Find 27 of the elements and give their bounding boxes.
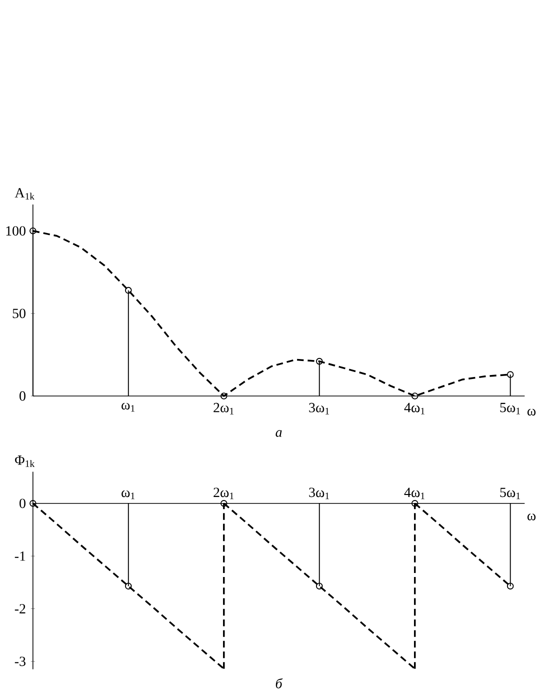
x-tick-label: 4ω$_{1}$ <box>404 402 425 414</box>
x-tick-label: 2ω$_{1}$ <box>214 488 234 500</box>
text: а <box>276 430 282 437</box>
y-axis-title: Φ$_{1k}$ <box>15 456 35 467</box>
x-tick-label: 3ω$_{1}$ <box>309 402 330 414</box>
x-tick-label: 2ω$_{1}$ <box>214 402 234 414</box>
x-tick-label: ω$_{1}$ <box>122 402 135 412</box>
point <box>125 286 132 294</box>
x-tick-label: 5ω$_{1}$ <box>500 402 520 414</box>
x-axis-title: ω <box>528 408 536 416</box>
y-tick-label: 0 <box>20 498 26 508</box>
point <box>220 392 228 400</box>
y-axis-title: A$_{1k}$ <box>14 188 35 200</box>
x-tick-label: 3ω$_{1}$ <box>309 488 330 500</box>
y-tick-label: -2 <box>15 604 26 614</box>
x-tick-label: 4ω$_{1}$ <box>404 488 425 500</box>
y-tick-label: -3 <box>15 656 26 666</box>
y-tick-label: 50 <box>12 308 26 318</box>
text: б <box>276 678 283 688</box>
point <box>316 358 323 365</box>
x-tick-label: 5ω$_{1}$ <box>500 488 520 500</box>
point <box>412 392 418 400</box>
x-tick-label: ω$_{1}$ <box>122 490 135 500</box>
y-tick-label: 100 <box>6 226 26 236</box>
x-axis-title: ω <box>528 514 536 520</box>
y-tick-label: -1 <box>15 551 26 561</box>
y-tick-label: 0 <box>20 391 26 401</box>
